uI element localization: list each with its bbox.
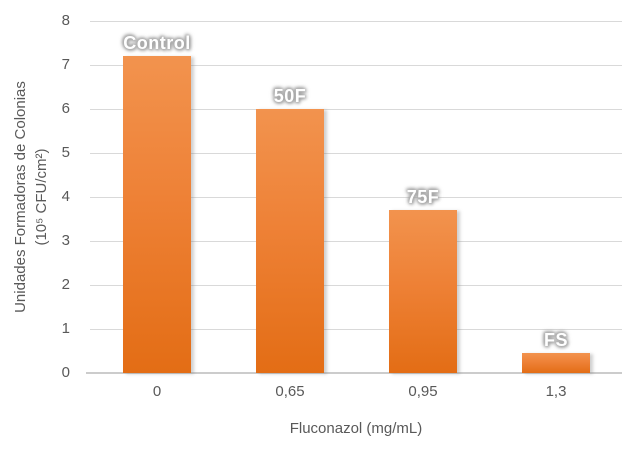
plot-area: Control 50F 75F FS bbox=[86, 20, 622, 374]
y-tick-label-1: 1 bbox=[61, 320, 70, 337]
bar-data-label-75f: 75F bbox=[406, 187, 440, 207]
y-tick-label-8: 8 bbox=[61, 12, 70, 29]
x-axis-title: Fluconazol (mg/mL) bbox=[289, 420, 423, 437]
bar-control bbox=[123, 56, 191, 373]
y-tick-label-7: 7 bbox=[61, 56, 70, 73]
x-tick-label-3: 1,3 bbox=[545, 383, 567, 400]
y-tick-label-3: 3 bbox=[61, 232, 70, 249]
gridline-4 bbox=[90, 196, 622, 198]
bar-data-label-50f: 50F bbox=[273, 86, 307, 106]
gridline-5 bbox=[90, 152, 622, 154]
y-tick-label-0: 0 bbox=[61, 364, 70, 381]
y-tick-label-6: 6 bbox=[61, 100, 70, 117]
x-axis-line bbox=[86, 372, 622, 374]
x-tick-label-0: 0 bbox=[152, 383, 162, 400]
x-tick-label-2: 0,95 bbox=[408, 383, 438, 400]
gridline-6 bbox=[90, 108, 622, 110]
gridline-8 bbox=[90, 20, 622, 22]
y-tick-label-2: 2 bbox=[61, 276, 70, 293]
gridline-3 bbox=[90, 240, 622, 242]
bar-data-label-fs: FS bbox=[543, 330, 568, 350]
gridline-7 bbox=[90, 64, 622, 66]
y-tick-label-5: 5 bbox=[61, 144, 70, 161]
bar-75f bbox=[389, 210, 457, 373]
bar-50f bbox=[256, 109, 324, 373]
x-tick-label-1: 0,65 bbox=[275, 383, 305, 400]
bar-fs bbox=[522, 353, 590, 373]
bar-data-label-control: Control bbox=[123, 33, 191, 53]
gridline-2 bbox=[90, 284, 622, 286]
gridline-1 bbox=[90, 328, 622, 330]
y-tick-label-4: 4 bbox=[61, 188, 70, 205]
